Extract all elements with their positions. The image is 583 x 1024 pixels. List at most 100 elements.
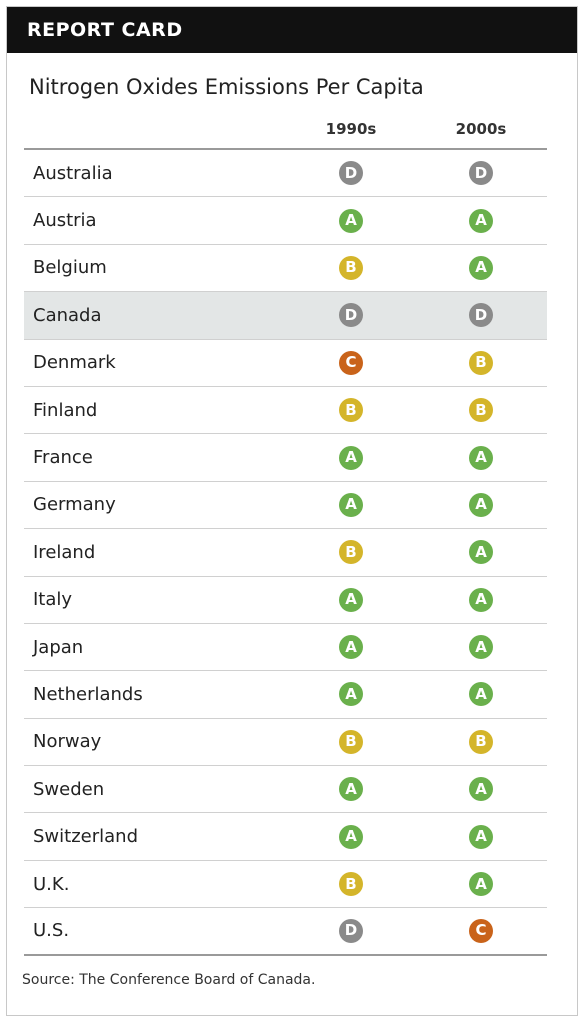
- grade-badge: A: [469, 492, 493, 517]
- table-row: Canada D D: [24, 292, 547, 340]
- country-name: Sweden: [33, 778, 105, 800]
- table-row: Norway B B: [24, 719, 547, 767]
- grade-cell-1990s: A: [286, 777, 416, 802]
- grade-badge: B: [469, 350, 493, 375]
- grade-badge: A: [469, 682, 493, 707]
- grade-cell-2000s: A: [416, 777, 546, 802]
- grade-badge: D: [469, 303, 493, 328]
- column-header-2000s: 2000s: [455, 120, 507, 138]
- table-row: Netherlands A A: [24, 671, 547, 719]
- grade-badge: B: [469, 398, 493, 423]
- grade-badge: B: [339, 729, 363, 754]
- grade-badge: A: [469, 540, 493, 565]
- grade-cell-1990s: A: [286, 824, 416, 849]
- grade-badge: A: [469, 587, 493, 612]
- country-name: Canada: [33, 304, 102, 326]
- grade-badge: D: [469, 161, 493, 186]
- grade-badge: A: [469, 255, 493, 280]
- grade-cell-2000s: A: [416, 872, 546, 897]
- chart-title: Nitrogen Oxides Emissions Per Capita: [29, 75, 424, 99]
- grade-cell-2000s: B: [416, 729, 546, 754]
- table-row: Belgium B A: [24, 245, 547, 293]
- country-name: France: [33, 447, 93, 469]
- country-name: Japan: [33, 636, 84, 658]
- grade-cell-1990s: A: [286, 635, 416, 660]
- grade-badge: B: [339, 398, 363, 423]
- grade-badge: D: [339, 303, 363, 328]
- table-row: Japan A A: [24, 624, 547, 672]
- grade-badge: A: [469, 208, 493, 233]
- grade-badge: B: [469, 729, 493, 754]
- country-name: Australia: [33, 162, 113, 184]
- grade-cell-1990s: A: [286, 682, 416, 707]
- grade-badge: A: [469, 445, 493, 470]
- report-card-header: REPORT CARD: [7, 7, 577, 53]
- grade-cell-1990s: D: [286, 161, 416, 186]
- grade-cell-2000s: A: [416, 587, 546, 612]
- grade-badge: B: [339, 255, 363, 280]
- country-name: Austria: [33, 210, 97, 232]
- header-title: REPORT CARD: [27, 19, 183, 41]
- grade-badge: A: [469, 777, 493, 802]
- grade-cell-2000s: A: [416, 824, 546, 849]
- table-row: France A A: [24, 434, 547, 482]
- grade-cell-2000s: A: [416, 208, 546, 233]
- table-row: Denmark C B: [24, 340, 547, 387]
- grade-badge: A: [339, 492, 363, 517]
- country-name: U.S.: [33, 920, 70, 942]
- table-row: Germany A A: [24, 482, 547, 530]
- country-name: Netherlands: [33, 683, 143, 705]
- grade-cell-1990s: A: [286, 492, 416, 517]
- table-row: U.S. D C: [24, 908, 547, 956]
- grade-badge: A: [339, 445, 363, 470]
- country-name: Germany: [33, 494, 116, 516]
- grade-cell-2000s: C: [416, 918, 546, 943]
- grade-badge: A: [469, 872, 493, 897]
- source-note: Source: The Conference Board of Canada.: [22, 972, 316, 988]
- grade-badge: A: [339, 682, 363, 707]
- country-name: Denmark: [33, 352, 116, 374]
- grade-cell-2000s: B: [416, 398, 546, 423]
- column-header-1990s: 1990s: [325, 120, 377, 138]
- grade-badge: A: [339, 587, 363, 612]
- grade-cell-2000s: A: [416, 682, 546, 707]
- grade-cell-1990s: B: [286, 540, 416, 565]
- grade-badge: A: [339, 208, 363, 233]
- grade-badge: B: [339, 872, 363, 897]
- table-row: Austria A A: [24, 197, 547, 245]
- table-row: Australia D D: [24, 150, 547, 198]
- grade-badge: A: [339, 635, 363, 660]
- grade-cell-1990s: B: [286, 255, 416, 280]
- grade-cell-1990s: A: [286, 445, 416, 470]
- table-row: Finland B B: [24, 387, 547, 435]
- country-name: Switzerland: [33, 826, 138, 848]
- grade-cell-2000s: B: [416, 350, 546, 375]
- grade-cell-2000s: D: [416, 303, 546, 328]
- country-name: Ireland: [33, 541, 96, 563]
- grade-cell-1990s: A: [286, 587, 416, 612]
- column-headers: 1990s 2000s: [24, 110, 547, 150]
- grade-cell-1990s: B: [286, 729, 416, 754]
- grade-cell-2000s: A: [416, 635, 546, 660]
- grade-badge: C: [339, 350, 363, 375]
- grade-cell-2000s: A: [416, 255, 546, 280]
- table-row: U.K. B A: [24, 861, 547, 909]
- table-row: Italy A A: [24, 577, 547, 624]
- country-name: Belgium: [33, 257, 107, 279]
- grade-badge: A: [339, 777, 363, 802]
- grade-cell-2000s: D: [416, 161, 546, 186]
- table-row: Ireland B A: [24, 529, 547, 577]
- table-row: Sweden A A: [24, 766, 547, 814]
- country-name: Finland: [33, 399, 98, 421]
- grade-cell-1990s: B: [286, 398, 416, 423]
- country-name: U.K.: [33, 873, 70, 895]
- grade-cell-1990s: D: [286, 303, 416, 328]
- grade-badge: A: [469, 824, 493, 849]
- table-body: Australia D D Austria A A Belgium B A Canada D D Den…: [24, 150, 547, 956]
- grade-badge: C: [469, 918, 493, 943]
- grades-table: 1990s 2000s Australia D D Austria A A Belgium B…: [24, 110, 547, 956]
- grade-badge: A: [339, 824, 363, 849]
- grade-badge: A: [469, 635, 493, 660]
- grade-cell-1990s: C: [286, 350, 416, 375]
- table-row: Switzerland A A: [24, 813, 547, 861]
